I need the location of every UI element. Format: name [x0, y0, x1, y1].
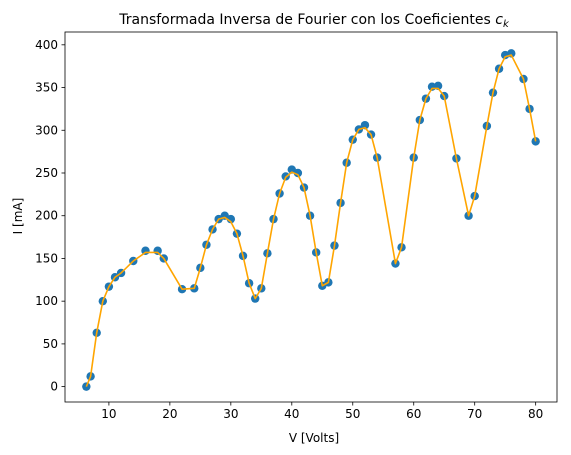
data-point: [293, 168, 303, 178]
x-tick-label: 50: [345, 407, 360, 421]
x-tick-label: 10: [101, 407, 116, 421]
y-axis-label: I [mA]: [11, 198, 25, 235]
data-point: [226, 214, 236, 224]
data-point: [287, 165, 296, 174]
y-tick-label: 0: [50, 380, 58, 394]
chart-title-math-sub: k: [503, 19, 510, 30]
x-tick-label: 60: [406, 407, 421, 421]
y-tick-label: 200: [35, 209, 58, 223]
series-line-group: [85, 54, 537, 387]
data-point: [153, 246, 162, 255]
x-tick-label: 20: [162, 407, 177, 421]
y-tick-label: 150: [35, 251, 58, 265]
y-axis-ticks: 0 50 100 150 200 250 300 350 400: [35, 38, 65, 394]
x-tick-label: 40: [284, 407, 299, 421]
y-tick-label: 100: [35, 294, 58, 308]
plot-area: [82, 49, 540, 391]
y-tick-label: 300: [35, 123, 58, 137]
x-axis-label: V [Volts]: [289, 431, 339, 445]
x-axis-ticks: 10 20 30 40 50 60 70 80: [101, 402, 543, 421]
y-tick-label: 400: [35, 38, 58, 52]
chart-title-text: Transformada Inversa de Fourier con los …: [118, 12, 491, 28]
x-tick-label: 30: [223, 407, 238, 421]
y-tick-label: 250: [35, 166, 58, 180]
x-tick-label: 70: [467, 407, 482, 421]
x-tick-label: 80: [528, 407, 543, 421]
y-tick-label: 350: [35, 81, 58, 95]
chart-title-math-base: c: [495, 12, 503, 28]
y-tick-label: 50: [43, 337, 58, 351]
chart-title: Transformada Inversa de Fourier con los …: [118, 12, 510, 30]
series-line: [85, 54, 537, 387]
data-point: [360, 120, 370, 130]
axes-frame: [64, 31, 558, 403]
